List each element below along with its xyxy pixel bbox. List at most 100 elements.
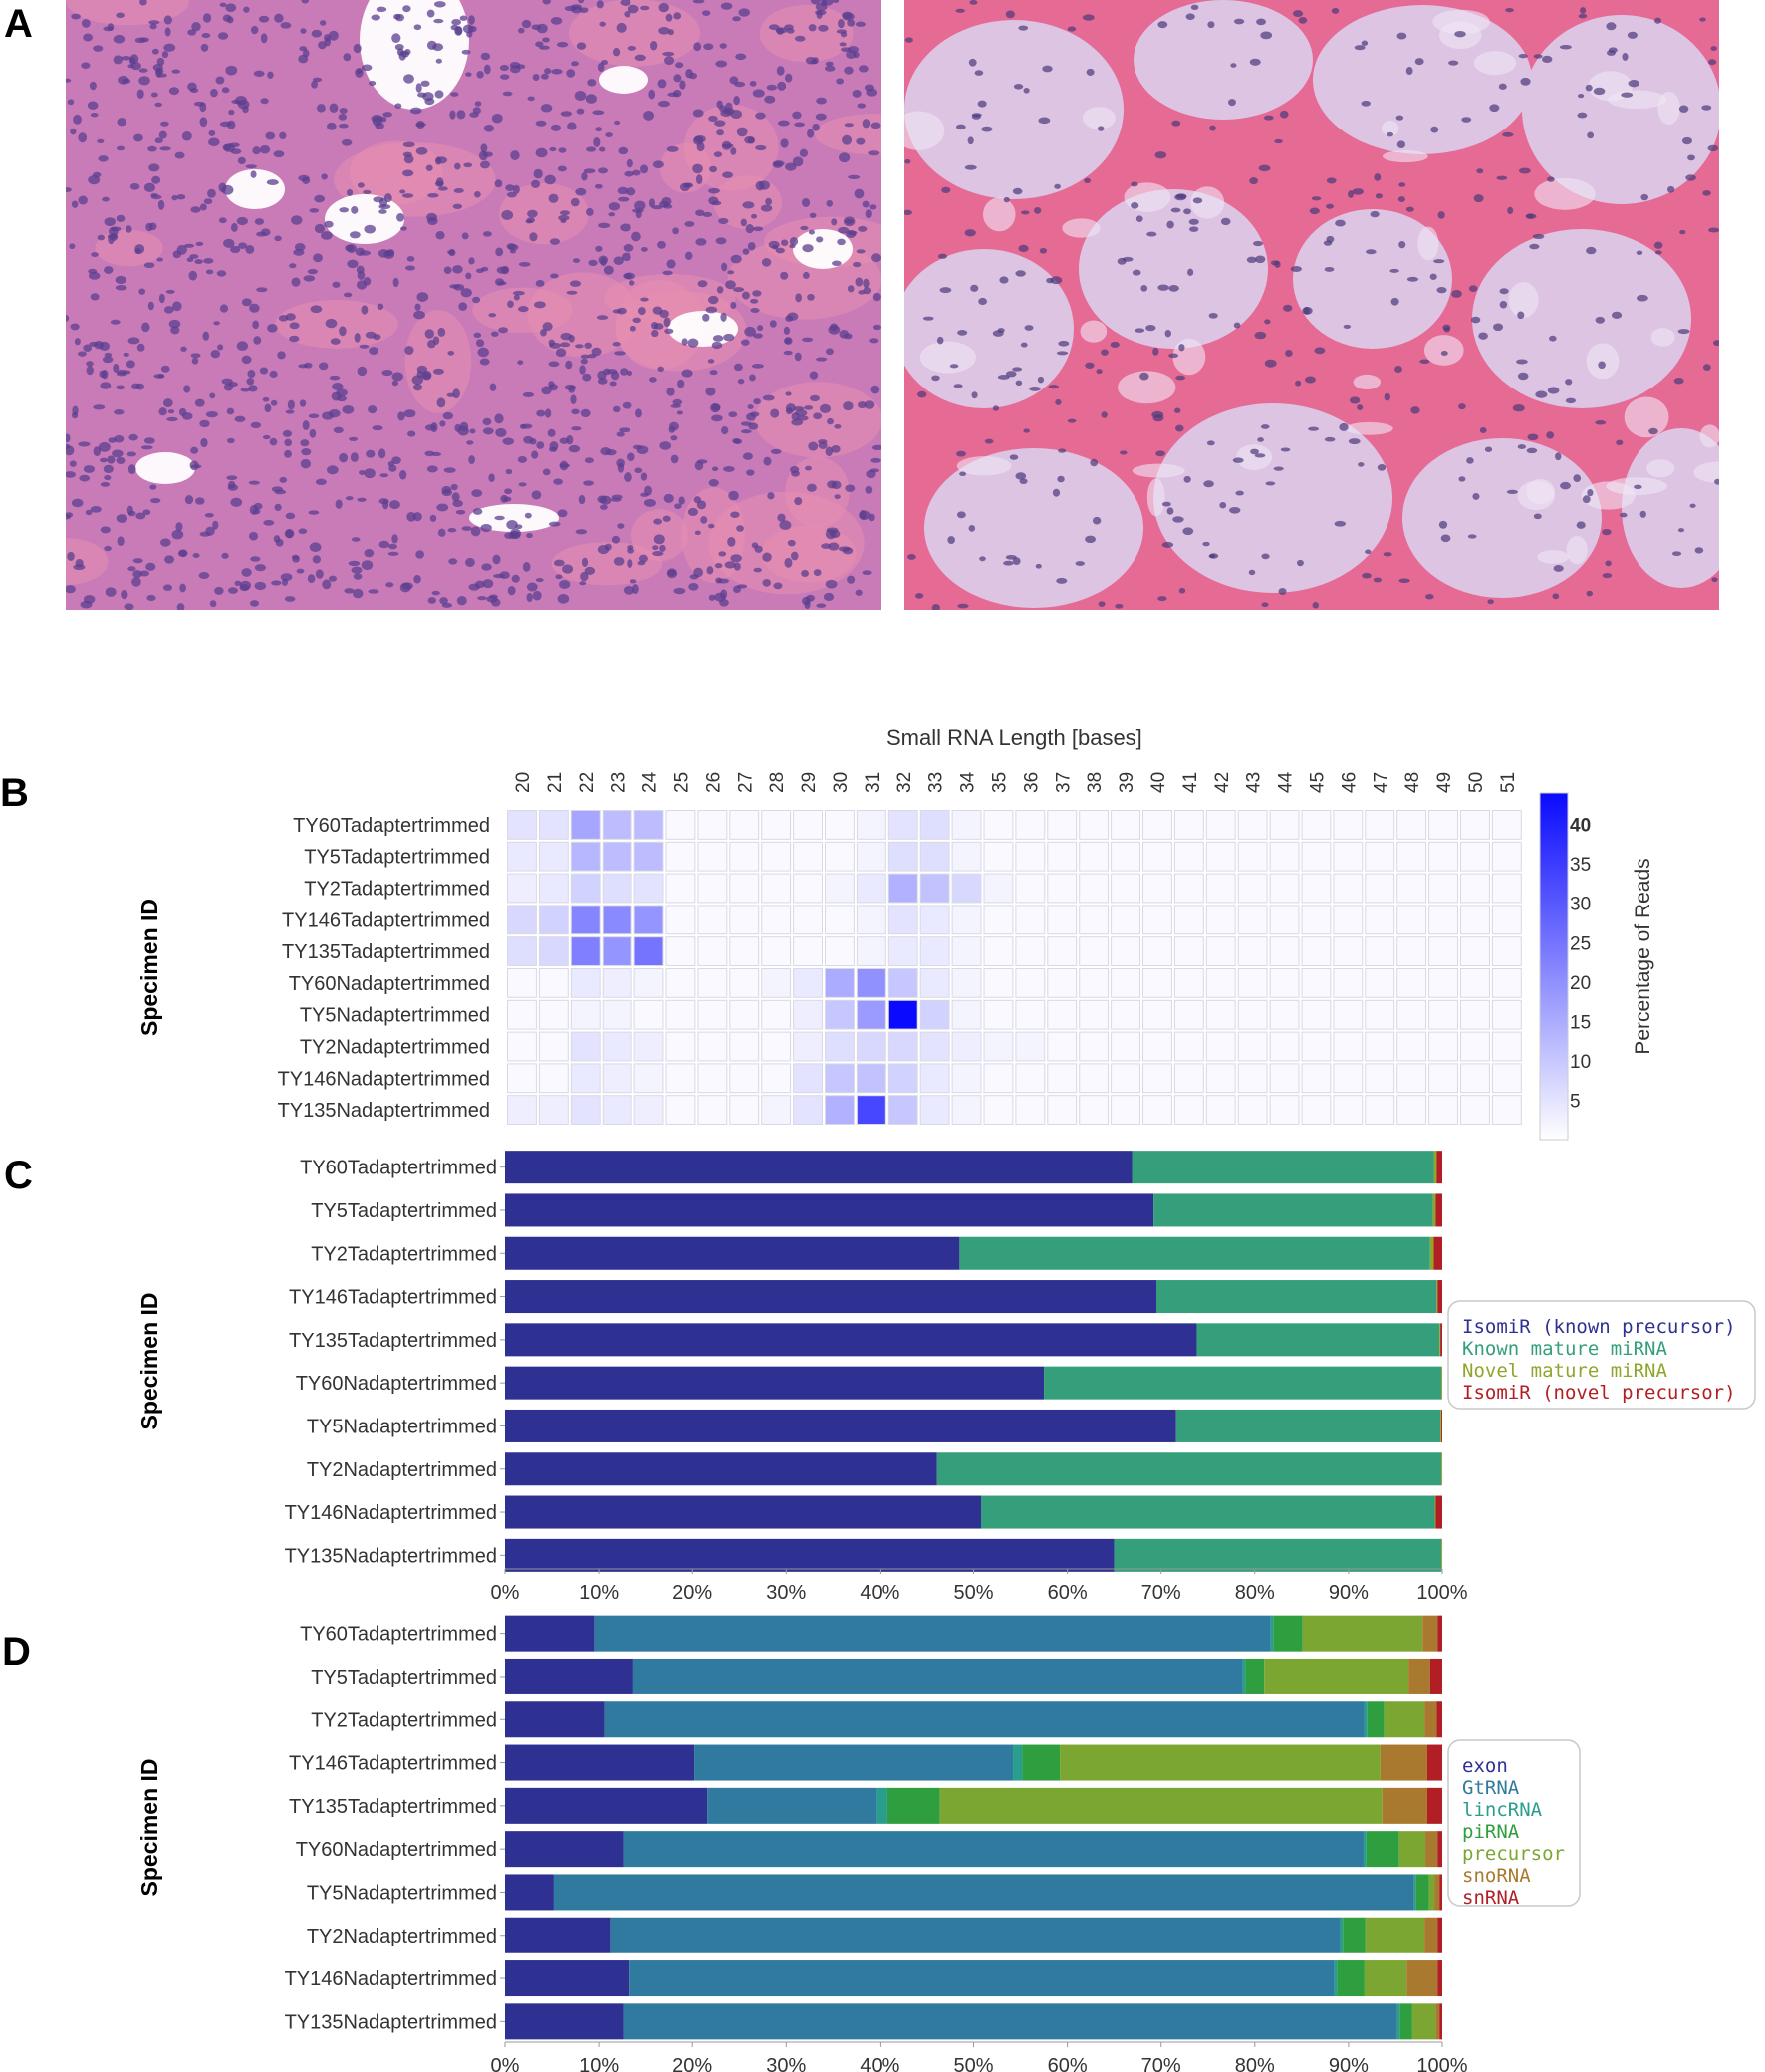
heatmap-cell [633, 1031, 664, 1062]
bar-category-label: TY5Tadaptertrimmed [311, 1667, 497, 1688]
bar-segment [1437, 1615, 1442, 1652]
bar-segment [1429, 1236, 1434, 1270]
heatmap-x-tick-label: 24 [640, 771, 661, 793]
heatmap-cell [983, 841, 1014, 872]
heatmap-cell [729, 810, 760, 840]
bar-segment [1434, 1495, 1436, 1529]
bar-segment [505, 1831, 624, 1868]
heatmap-cell [538, 1095, 569, 1125]
heatmap-x-tick-label: 45 [1307, 772, 1328, 793]
bar-segment [623, 1831, 1364, 1868]
bar-category-label: TY60Nadaptertrimmed [296, 1373, 497, 1395]
heatmap-x-tick-label: 31 [863, 772, 883, 793]
heatmap-cell [887, 905, 918, 935]
heatmap-cell [1396, 999, 1427, 1030]
heatmap-cell [1460, 936, 1490, 967]
heatmap-cell [1079, 1031, 1110, 1062]
stacked-bar-c: Specimen ID TY60Tadaptertrimmed TY5Tadapte… [136, 1151, 1756, 1604]
heatmap-cell [1111, 968, 1140, 998]
heatmap-cell [507, 873, 537, 904]
bar-segment [1334, 1960, 1338, 1997]
bar-segment [1433, 1236, 1442, 1270]
heatmap-cell [1079, 841, 1110, 872]
legend-entry: IsomiR (novel precursor) [1462, 1382, 1736, 1404]
heatmap-cell [825, 810, 855, 840]
heatmap-cell [1173, 1063, 1204, 1094]
heatmap-cell [665, 936, 696, 967]
heatmap-cell [697, 905, 728, 935]
heatmap-cell [1396, 1095, 1427, 1125]
x-tick-label: 60% [1048, 2055, 1088, 2072]
heatmap-cell [1015, 1063, 1046, 1094]
heatmap-cell [856, 1095, 886, 1125]
heatmap-cell [1173, 1095, 1204, 1125]
heatmap-cell [1205, 968, 1236, 998]
bar-segment [610, 1917, 1341, 1953]
heatmap-cell [697, 1063, 728, 1094]
bar-segment [505, 1236, 960, 1270]
heatmap-cell [1428, 873, 1458, 904]
bar-segment [1175, 1409, 1441, 1442]
heatmap-x-tick-label: 29 [799, 772, 820, 793]
heatmap-cell [1111, 1031, 1140, 1062]
bar-segment [1273, 1615, 1303, 1652]
heatmap-cell [1015, 841, 1046, 872]
x-tick-label: 30% [766, 1582, 806, 1604]
heatmap-cell [633, 810, 664, 840]
heatmap-cell [1079, 968, 1110, 998]
heatmap-x-tick-label: 32 [894, 772, 915, 793]
heatmap-y-tick-label: TY2Nadaptertrimmed [300, 1037, 490, 1059]
heatmap-cell [1365, 968, 1395, 998]
bar-category-label: TY5Nadaptertrimmed [307, 1416, 497, 1437]
heatmap-cell [602, 1031, 632, 1062]
bar-segment [1343, 1917, 1366, 1953]
bar-segment [604, 1701, 1365, 1738]
colorbar-tick-label: 40 [1570, 816, 1591, 837]
heatmap-cell [887, 841, 918, 872]
heatmap-cell [951, 873, 982, 904]
bar-category-label: TY2Nadaptertrimmed [307, 1926, 497, 1947]
heatmap-cell [1142, 1063, 1172, 1094]
bar-segment [981, 1495, 1435, 1529]
heatmap-cell [729, 968, 760, 998]
heatmap-cell [1047, 1095, 1078, 1125]
heatmap-cell [570, 1031, 601, 1062]
legend-entry: precursor [1462, 1843, 1565, 1865]
heatmap-cell [1333, 999, 1364, 1030]
heatmap-cell [729, 1063, 760, 1094]
heatmap-cell [1365, 999, 1395, 1030]
heatmap-y-tick-label: TY5Tadaptertrimmed [304, 847, 490, 869]
heatmap-cell [1237, 1031, 1268, 1062]
colorbar-tick-label: 25 [1570, 933, 1591, 954]
heatmap-x-tick-label: 46 [1339, 772, 1360, 793]
heatmap-cell [1111, 873, 1140, 904]
heatmap-cell [1491, 1031, 1522, 1062]
heatmap-cell [1015, 1095, 1046, 1125]
bar-segment [694, 1744, 1014, 1781]
bar-segment [1437, 1960, 1442, 1997]
heatmap-x-tick-label: 27 [735, 772, 756, 793]
heatmap-cell [1205, 1063, 1236, 1094]
heatmap-cell [507, 841, 537, 872]
heatmap-x-tick-label: 42 [1212, 772, 1233, 793]
legend-box [1447, 1300, 1756, 1410]
heatmap-cell [1460, 999, 1490, 1030]
heatmap-cell [1333, 810, 1364, 840]
heatmap-cell [507, 936, 537, 967]
heatmap-cell [633, 905, 664, 935]
bar-segment [1426, 1787, 1442, 1824]
heatmap-cell [538, 1063, 569, 1094]
heatmap-cell [825, 968, 855, 998]
bar-category-label: TY5Nadaptertrimmed [307, 1882, 497, 1904]
heatmap-x-tick-label: 28 [767, 772, 788, 793]
heatmap-cell [1237, 1063, 1268, 1094]
heatmap-x-tick-label: 35 [989, 772, 1010, 793]
heatmap-cell [761, 873, 792, 904]
heatmap-cell [507, 905, 537, 935]
heatmap-x-tick-label: 44 [1276, 771, 1297, 793]
heatmap-cell [761, 810, 792, 840]
heatmap-cell [1142, 810, 1172, 840]
legend-entry: lincRNA [1462, 1799, 1543, 1821]
heatmap-cell [951, 968, 982, 998]
heatmap-cell [761, 1063, 792, 1094]
